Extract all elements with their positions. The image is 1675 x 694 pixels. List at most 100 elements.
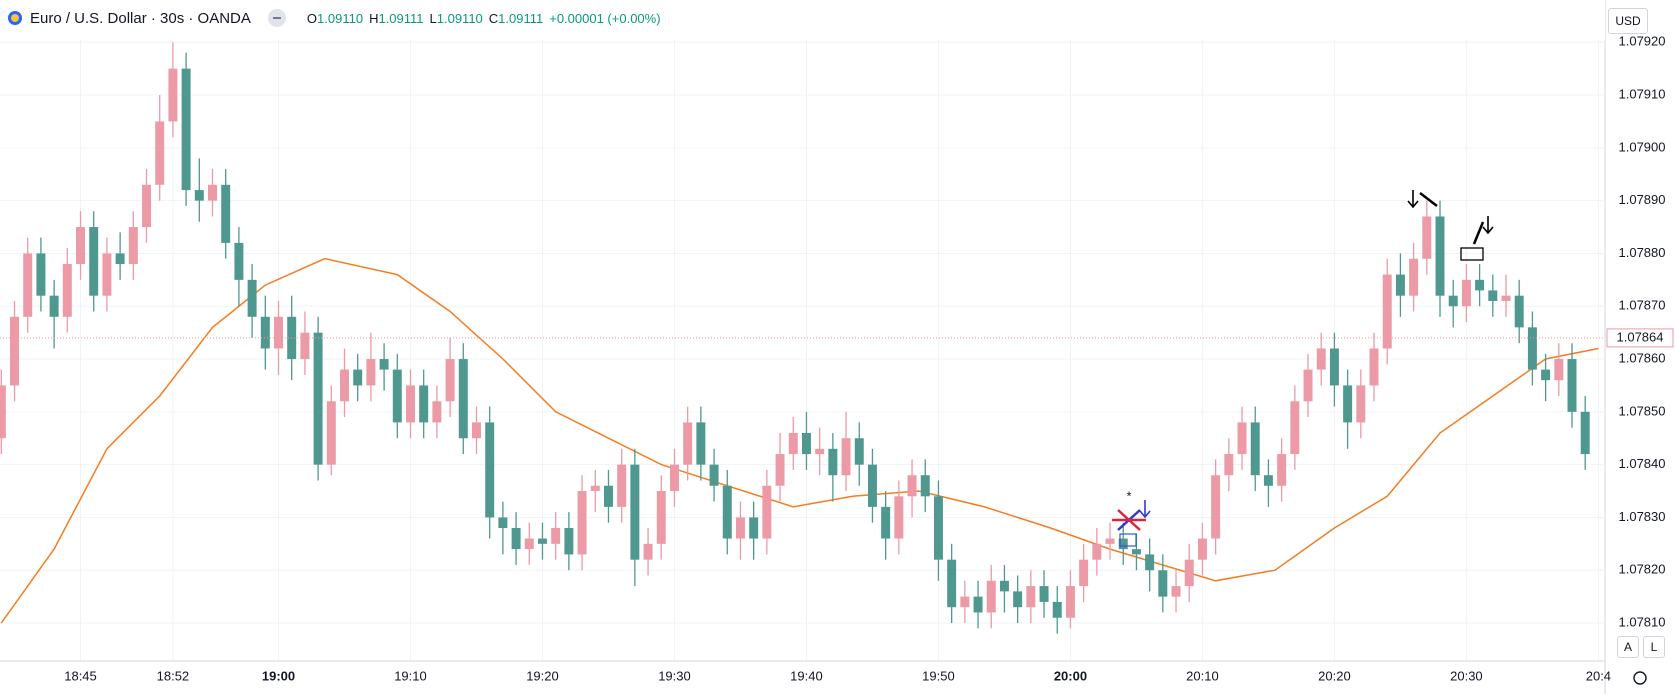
candle-body — [1448, 295, 1458, 307]
candle-body — [1514, 295, 1524, 328]
ohlc-close: C1.09111 — [489, 11, 543, 26]
box-marker — [1460, 247, 1484, 261]
auto-scale-button[interactable]: A — [1617, 636, 1639, 658]
candle-body — [894, 496, 904, 539]
x-tick-label: 19:50 — [922, 668, 955, 683]
candle-body — [577, 491, 587, 555]
candle-body — [102, 253, 112, 296]
candle-body — [1171, 586, 1181, 597]
candle-body — [392, 369, 402, 423]
candle-body — [485, 422, 495, 518]
candle-body — [1145, 554, 1155, 571]
candle-body — [36, 253, 46, 296]
grid — [0, 0, 1605, 660]
y-tick-label: 1.07820 — [1619, 562, 1666, 577]
candle-body — [1197, 538, 1207, 560]
candle-body — [419, 385, 429, 423]
candle-body — [1052, 601, 1062, 618]
candle-body — [722, 485, 732, 539]
candle-body — [1263, 475, 1273, 486]
candle-body — [366, 359, 376, 386]
candle-body — [590, 485, 600, 492]
candle-body — [0, 385, 6, 439]
symbol-title[interactable]: Euro / U.S. Dollar · 30s · OANDA — [30, 9, 251, 27]
ohlc-high: H1.09111 — [369, 11, 423, 26]
candle-body — [23, 253, 33, 317]
candle-body — [524, 538, 534, 550]
x-tick-label: 20:00 — [1054, 668, 1087, 683]
candle-body — [1131, 549, 1141, 555]
y-tick-label: 1.07910 — [1619, 86, 1666, 101]
candle-body — [340, 369, 349, 402]
header-backdrop — [0, 0, 1605, 40]
ohlc-open: O1.09110 — [307, 11, 363, 26]
candle-body — [379, 359, 389, 370]
asterisk-marker: * — [1126, 488, 1131, 503]
x-tick-label: 19:20 — [526, 668, 559, 683]
box-marker — [1119, 533, 1137, 547]
y-tick-label: 1.07810 — [1619, 614, 1666, 629]
candle-body — [89, 227, 99, 296]
candle-body — [353, 369, 363, 386]
candle-body — [881, 506, 891, 539]
currency-button[interactable]: USD — [1608, 8, 1648, 34]
settings-icon[interactable] — [1633, 671, 1647, 685]
collapse-button[interactable] — [267, 8, 287, 28]
candle-body — [1409, 258, 1419, 296]
candle-body — [1435, 216, 1445, 296]
candle-body — [960, 596, 970, 608]
candle-body — [920, 475, 930, 497]
candle-body — [76, 227, 86, 264]
x-tick-label: 20:30 — [1450, 668, 1483, 683]
candle-body — [1158, 570, 1168, 597]
ohlc-label: C — [488, 10, 499, 26]
ohlc-values: O1.09110 H1.09111 L1.09110 C1.09111 +0.0… — [307, 11, 661, 26]
candle-body — [181, 68, 191, 191]
candle-body — [1422, 216, 1432, 259]
candles — [0, 42, 1590, 634]
candle-body — [458, 359, 468, 439]
current-price-label: 1.07864 — [1617, 329, 1664, 344]
candle-body — [617, 464, 627, 507]
candle-body — [999, 580, 1009, 592]
candle-body — [630, 464, 640, 560]
candle-body — [1395, 274, 1405, 296]
candle-body — [907, 475, 917, 497]
candle-body — [696, 422, 706, 465]
candle-body — [1554, 359, 1564, 381]
y-tick-label: 1.07870 — [1619, 298, 1666, 313]
candle-body — [749, 517, 759, 539]
x-tick-label: 20:4 — [1586, 668, 1611, 683]
candle-body — [1290, 401, 1300, 455]
candle-body — [1527, 327, 1537, 370]
x-tick-label: 20:20 — [1318, 668, 1351, 683]
candle-body — [234, 242, 244, 280]
candle-body — [1184, 559, 1194, 587]
candle-body — [603, 485, 613, 507]
candle-body — [788, 432, 798, 455]
candle-body — [801, 432, 811, 455]
arrow-marker — [1139, 500, 1151, 519]
candle-body — [10, 316, 20, 386]
candle-body — [115, 253, 125, 264]
candle-body — [643, 543, 653, 560]
x-tick-label: 19:10 — [394, 668, 427, 683]
y-tick-label: 1.07920 — [1619, 34, 1666, 49]
x-tick-label: 18:52 — [157, 668, 190, 683]
ohlc-label: H — [369, 10, 379, 26]
candle-body — [1369, 348, 1379, 386]
log-scale-button[interactable]: L — [1643, 636, 1665, 658]
candle-body — [854, 438, 864, 465]
candle-body — [155, 121, 165, 185]
candle-body — [1343, 385, 1353, 423]
candle-body — [260, 316, 270, 349]
candle-body — [49, 295, 59, 317]
candle-body — [142, 184, 151, 228]
arrow-marker — [1407, 190, 1419, 209]
candle-body — [933, 496, 943, 560]
candle-body — [1026, 586, 1036, 608]
candle-body — [775, 454, 785, 486]
candle-body — [1092, 543, 1102, 560]
